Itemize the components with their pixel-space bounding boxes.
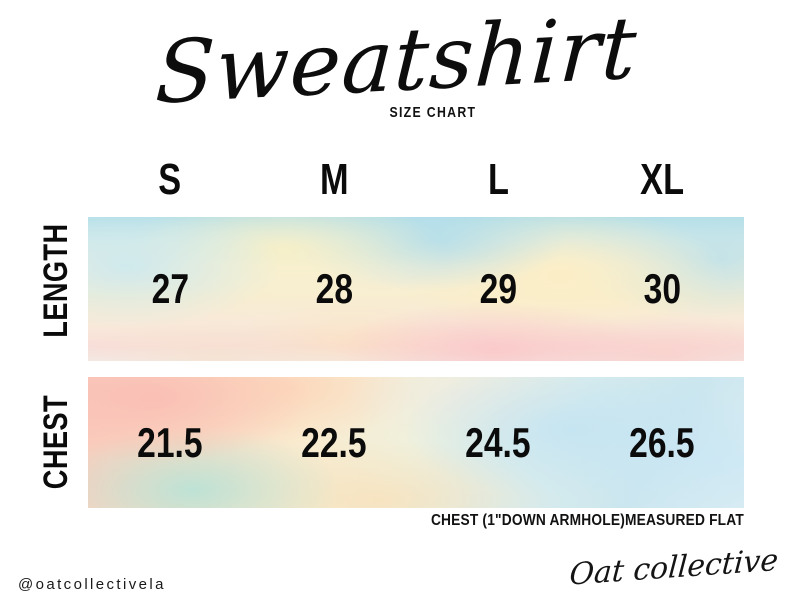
subtitle-text: SIZE CHART (389, 104, 477, 121)
brand-signature: Oat collective (568, 542, 780, 593)
page-title: Sweatshirt (0, 0, 792, 124)
chest-value-s: 21.5 (137, 418, 203, 466)
length-value-m: 28 (315, 265, 353, 312)
size-header-s-label: S (158, 155, 182, 204)
length-cell-l: 29 (416, 217, 580, 361)
chest-cell-s: 21.5 (88, 377, 252, 508)
length-cell-m: 28 (252, 217, 416, 361)
chest-watercolor-bar (88, 377, 744, 508)
title-text: Sweatshirt (153, 0, 640, 124)
measurement-footnote: CHEST (1"DOWN ARMHOLE)MEASURED FLAT (0, 512, 744, 530)
size-header-l: L (416, 152, 580, 208)
social-handle: @oatcollectivela (18, 576, 166, 593)
chest-value-l: 24.5 (465, 418, 531, 466)
chest-cell-xl: 26.5 (580, 377, 744, 508)
length-value-row: 27 28 29 30 (88, 217, 744, 361)
length-watercolor-bar (88, 217, 744, 361)
measurement-footnote-text: CHEST (1"DOWN ARMHOLE)MEASURED FLAT (431, 512, 744, 529)
row-label-chest-text: CHEST (37, 394, 75, 490)
size-header-xl: XL (580, 152, 744, 208)
chest-cell-l: 24.5 (416, 377, 580, 508)
length-cell-s: 27 (88, 217, 252, 361)
size-header-m: M (252, 152, 416, 208)
length-value-xl: 30 (643, 265, 681, 312)
size-header-m-label: M (319, 155, 349, 204)
chest-value-row: 21.5 22.5 24.5 26.5 (88, 377, 744, 508)
wash-right-chest (88, 377, 744, 508)
chest-value-m: 22.5 (301, 418, 367, 466)
size-header-xl-label: XL (640, 155, 684, 204)
size-header-row: S M L XL (88, 152, 744, 208)
length-value-s: 27 (151, 265, 189, 312)
size-header-s: S (88, 152, 252, 208)
length-value-l: 29 (479, 265, 517, 312)
chest-cell-m: 22.5 (252, 377, 416, 508)
row-label-length: LENGTH (37, 201, 75, 361)
length-cell-xl: 30 (580, 217, 744, 361)
wash-lower-length (88, 217, 744, 361)
size-header-l-label: L (487, 155, 509, 204)
chest-value-xl: 26.5 (629, 418, 695, 466)
row-label-chest: CHEST (37, 362, 75, 522)
row-label-length-text: LENGTH (37, 223, 75, 339)
